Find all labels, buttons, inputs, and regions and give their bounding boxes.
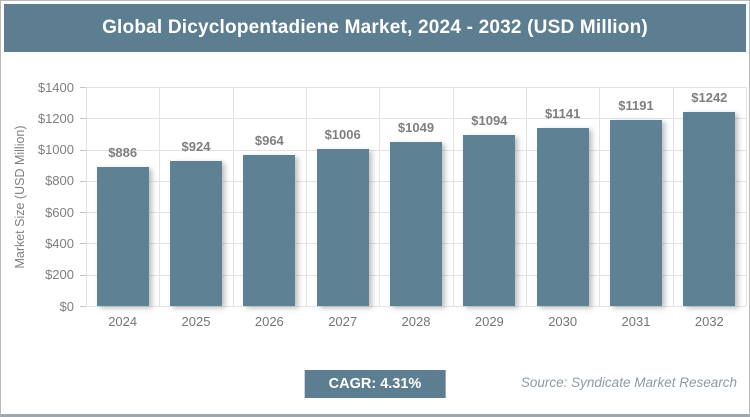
- x-tick-label: 2025: [181, 314, 211, 329]
- bar-value-label: $1191: [618, 97, 654, 113]
- bar: [536, 127, 589, 306]
- x-tick-label: 2024: [108, 314, 138, 329]
- x-tick-label: 2032: [694, 314, 724, 329]
- cagr-badge: CAGR: 4.31%: [304, 370, 446, 398]
- y-axis-tick: [80, 118, 86, 120]
- gridline-v: [746, 87, 747, 306]
- gridline-v: [452, 87, 454, 306]
- y-axis-tick: [80, 243, 86, 245]
- y-tick-label: $0: [59, 298, 74, 314]
- bar: [390, 141, 442, 306]
- y-axis-title: Market Size (USD Million): [13, 125, 27, 269]
- x-tick-label: 2030: [548, 314, 578, 329]
- y-axis-tick: [80, 87, 86, 88]
- x-tick-label: 2029: [474, 314, 504, 329]
- y-axis-tick: [80, 149, 86, 151]
- source-text: Source: Syndicate Market Research: [520, 375, 737, 390]
- y-axis-tick: [80, 306, 86, 307]
- bar: [610, 119, 662, 306]
- gridline-h: [86, 306, 746, 307]
- bar-value-label: $1242: [691, 89, 728, 105]
- bar: [170, 161, 222, 306]
- bar: [316, 148, 369, 306]
- y-tick-label: $800: [45, 173, 74, 189]
- y-tick-label: $1400: [37, 79, 74, 95]
- chart-title: Global Dicyclopentadiene Market, 2024 - …: [102, 17, 648, 38]
- gridline-h: [86, 87, 746, 88]
- bar: [96, 167, 149, 306]
- gridline-v: [159, 87, 161, 306]
- chart-title-bar: Global Dicyclopentadiene Market, 2024 - …: [4, 4, 746, 52]
- y-tick-label: $600: [45, 204, 74, 220]
- x-tick-label: 2026: [254, 314, 284, 329]
- x-tick-label: 2027: [328, 314, 358, 329]
- bar-value-label: $964: [254, 133, 284, 149]
- bar: [463, 134, 516, 306]
- y-tick-label: $200: [45, 267, 74, 283]
- y-axis-tick: [80, 212, 86, 214]
- gridline-v: [232, 87, 234, 306]
- gridline-v: [306, 87, 307, 306]
- bar-value-label: $1094: [471, 112, 508, 128]
- gridline-v: [599, 87, 601, 306]
- bar-value-label: $924: [181, 139, 211, 155]
- y-axis-tick: [80, 274, 86, 276]
- x-tick-label: 2028: [401, 314, 431, 329]
- bar-value-label: $886: [108, 145, 138, 161]
- bar: [683, 111, 736, 306]
- gridline-h: [86, 118, 746, 120]
- bar: [243, 155, 296, 306]
- gridline-v: [526, 87, 527, 306]
- bar-value-label: $1141: [544, 105, 581, 121]
- y-axis-tick: [80, 180, 86, 182]
- gridline-v: [86, 87, 87, 306]
- y-tick-label: $400: [45, 235, 74, 251]
- bar-value-label: $1006: [324, 126, 361, 142]
- gridline-v: [672, 87, 674, 306]
- y-tick-label: $1200: [37, 110, 74, 126]
- bar-value-label: $1049: [397, 119, 435, 135]
- x-tick-label: 2031: [621, 314, 651, 329]
- y-tick-label: $1000: [37, 142, 74, 158]
- gridline-v: [379, 87, 381, 306]
